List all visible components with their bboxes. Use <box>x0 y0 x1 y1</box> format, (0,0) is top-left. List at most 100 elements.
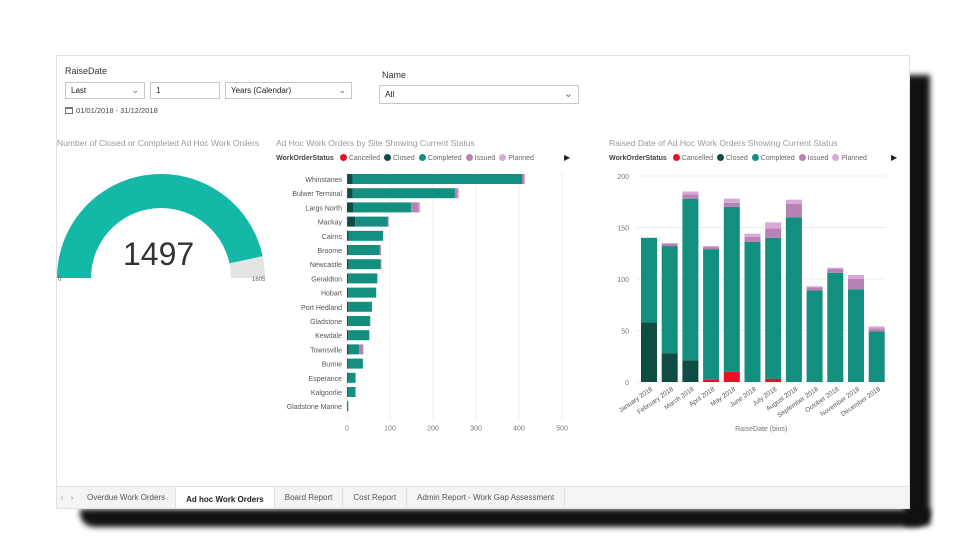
bar-segment <box>348 245 380 255</box>
bar-segment <box>347 245 349 255</box>
date-range-text: 01/01/2018 - 31/12/2018 <box>76 106 158 115</box>
y-tick-label: Whinstanes <box>305 177 342 184</box>
period-count-input[interactable]: 1 <box>150 82 220 99</box>
period-count-value: 1 <box>156 86 161 95</box>
bar-segment <box>868 328 885 332</box>
y-tick-label: Hobart <box>321 291 342 298</box>
bar-segment <box>347 216 356 227</box>
x-tick-label: 500 <box>556 425 568 432</box>
bar-segment <box>348 344 360 355</box>
site-bar-chart[interactable]: 0 100 200 300 400 500 Whinstanes Bulwer Termina… <box>272 166 577 436</box>
bar-segment <box>347 401 349 412</box>
bar-segment <box>703 249 720 380</box>
bar-segment <box>348 259 381 270</box>
bar-segment <box>682 198 699 361</box>
legend-label: Planned <box>841 155 867 162</box>
tab-prev-icon[interactable]: ‹ <box>60 493 64 502</box>
chevron-right-icon[interactable]: ▶ <box>564 153 571 162</box>
period-select-value: Last <box>71 86 87 95</box>
tab-ad-hoc-work-orders[interactable]: Ad hoc Work Orders <box>176 487 275 508</box>
y-tick-label: 100 <box>617 277 629 284</box>
raise-date-label: RaiseDate <box>65 66 108 76</box>
date-range: 01/01/2018 - 31/12/2018 <box>65 106 158 115</box>
gauge-min-label: 0 <box>58 277 62 283</box>
bar-segment <box>785 217 802 382</box>
tab-board-report[interactable]: Board Report <box>275 487 344 508</box>
legend-label: Completed <box>427 155 462 162</box>
legend-dot <box>499 154 507 161</box>
tab-admin-report[interactable]: Admin Report - Work Gap Assessment <box>407 487 566 508</box>
bar-segment <box>347 372 356 383</box>
legend-label: Completed <box>760 155 795 162</box>
bar-segment <box>661 246 678 354</box>
legend-item-issued[interactable]: Issued <box>798 154 828 162</box>
window-shadow-bottom <box>80 509 930 527</box>
bar-segment <box>347 259 349 270</box>
legend-item-closed[interactable]: Closed <box>383 154 415 162</box>
period-unit-select[interactable]: Years (Calendar) ⌄ <box>225 82 352 99</box>
tab-overdue-work-orders[interactable]: Overdue Work Orders <box>77 487 177 508</box>
bar-segment <box>827 272 844 382</box>
legend-label: Cancelled <box>348 155 380 162</box>
tab-cost-report[interactable]: Cost Report <box>343 487 408 508</box>
gauge-title: Number of Closed or Completed Ad Hoc Wor… <box>57 138 260 148</box>
bar-segment <box>522 174 525 184</box>
bar-segment <box>765 378 782 382</box>
legend-dot <box>672 154 680 161</box>
y-tick-label: Cairns <box>322 234 343 241</box>
x-tick-label: 300 <box>470 425 482 432</box>
legend-label: Issued <box>474 155 496 162</box>
legend-item-planned[interactable]: Planned <box>499 154 534 162</box>
bar-segment <box>868 326 885 329</box>
bar-segment <box>347 358 363 369</box>
bar-segment <box>806 290 823 382</box>
bar-segment <box>348 287 377 298</box>
legend-item-planned[interactable]: Planned <box>832 154 867 162</box>
bar-segment <box>359 344 364 355</box>
legend-item-completed[interactable]: Completed <box>418 154 462 162</box>
bar-segment <box>457 188 459 199</box>
bar-segment <box>661 353 678 382</box>
y-tick-label: 50 <box>621 329 629 336</box>
bar-segment <box>641 237 657 323</box>
tab-next-icon[interactable]: › <box>70 493 74 502</box>
legend-dot <box>383 154 391 161</box>
bar-segment <box>744 233 761 237</box>
chevron-down-icon: ⌄ <box>338 85 346 95</box>
legend-label: Closed <box>725 155 748 162</box>
bar-segment <box>347 387 348 397</box>
bar-segment <box>454 188 458 199</box>
chevron-right-icon[interactable]: ▶ <box>891 153 898 162</box>
legend-item-cancelled[interactable]: Cancelled <box>672 154 713 162</box>
calendar-icon[interactable] <box>65 107 73 114</box>
bar-segment <box>682 191 699 195</box>
bar-segment <box>765 222 782 229</box>
legend-title: WorkOrderStatus <box>609 154 667 162</box>
y-tick-label: Kewdale <box>315 333 342 340</box>
chevron-down-icon: ⌄ <box>563 88 573 100</box>
legend-item-closed[interactable]: Closed <box>716 154 748 162</box>
name-label: Name <box>382 70 407 80</box>
bar-segment <box>418 202 421 213</box>
bar-segment <box>348 230 384 241</box>
y-tick-label: Esperance <box>309 376 343 383</box>
gauge-visual[interactable] <box>57 151 272 291</box>
period-unit-value: Years (Calendar) <box>231 86 292 95</box>
period-select[interactable]: Last ⌄ <box>65 82 145 99</box>
name-select[interactable]: All ⌄ <box>379 85 579 104</box>
legend-item-completed[interactable]: Completed <box>751 154 795 162</box>
legend-label: Closed <box>392 155 415 162</box>
x-tick-label: 400 <box>513 425 525 432</box>
bar-segment <box>387 216 389 227</box>
bar-segment <box>380 259 382 270</box>
legend-item-issued[interactable]: Issued <box>465 154 496 162</box>
bar-segment <box>347 372 348 383</box>
site-chart-legend: WorkOrderStatus Cancelled Closed Complet… <box>276 154 534 162</box>
legend-dot <box>465 154 473 161</box>
legend-dot <box>418 154 426 161</box>
legend-item-cancelled[interactable]: Cancelled <box>339 154 380 162</box>
y-tick-label: Townsville <box>310 347 342 354</box>
legend-dot <box>716 154 724 161</box>
bar-segment <box>347 358 348 369</box>
